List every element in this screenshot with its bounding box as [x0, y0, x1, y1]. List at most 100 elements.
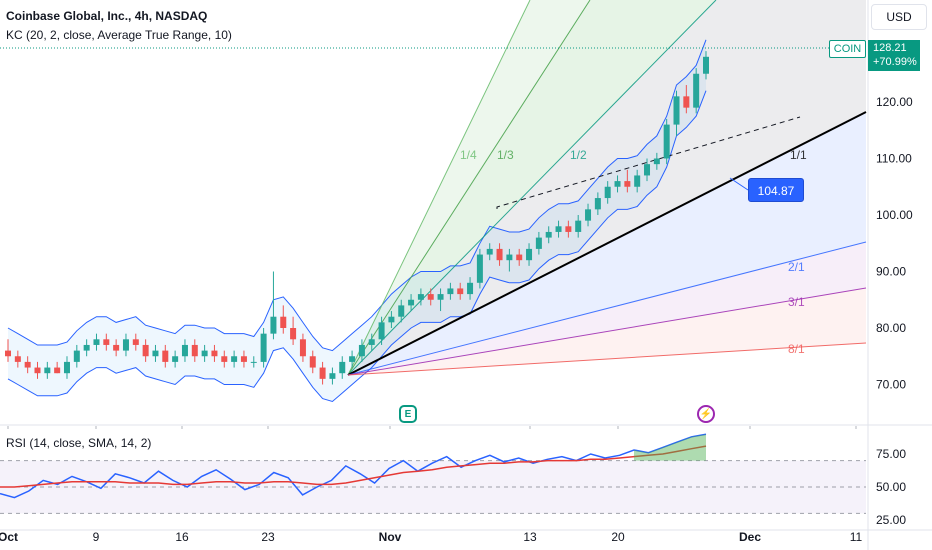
candle-body-39: [388, 316, 395, 323]
price-callout[interactable]: 104.87: [748, 178, 804, 202]
candle-body-52: [516, 254, 523, 261]
candle-body-59: [585, 209, 592, 221]
gann-label-0: 1/4: [460, 148, 477, 162]
candle-body-2: [24, 361, 31, 368]
gann-label-1: 1/3: [497, 148, 514, 162]
candle-body-8: [83, 344, 90, 351]
candle-body-12: [122, 339, 129, 351]
candle-body-7: [73, 350, 80, 362]
candle-body-30: [299, 339, 306, 357]
candle-body-70: [693, 73, 700, 108]
gann-label-3: 1/1: [790, 148, 807, 162]
candle-body-35: [349, 356, 356, 362]
candle-body-17: [172, 356, 179, 362]
candle-body-62: [614, 181, 621, 187]
callout-pointer: [729, 177, 749, 191]
gann-line-0: [347, 0, 531, 376]
candle-body-16: [162, 350, 169, 362]
gann-label-5: 3/1: [788, 295, 805, 309]
candle-body-13: [132, 339, 139, 345]
candle-body-10: [103, 339, 110, 345]
candle-body-5: [54, 367, 61, 374]
rsi-tick-1: 50.00: [876, 480, 906, 494]
candle-body-49: [486, 248, 493, 255]
time-tick-4: Nov: [379, 530, 402, 544]
dividend-icon[interactable]: ⚡: [697, 405, 715, 423]
candle-body-29: [290, 328, 297, 340]
candle-body-40: [398, 305, 405, 317]
candle-body-46: [457, 288, 464, 295]
candle-body-19: [191, 344, 198, 357]
candle-body-48: [476, 254, 483, 283]
candle-body-21: [211, 350, 218, 357]
candle-body-64: [634, 175, 641, 187]
gann-line-4: [347, 241, 867, 376]
gann-line-2: [347, 0, 717, 376]
candle-body-53: [526, 248, 533, 261]
gann-line-6: [347, 342, 867, 376]
symbol-tag: COIN: [829, 40, 866, 58]
rsi-tick-0: 75.00: [876, 447, 906, 461]
candle-body-56: [555, 226, 562, 232]
candle-body-51: [506, 254, 513, 261]
dashed-trendline: [496, 116, 801, 209]
candle-body-32: [319, 367, 326, 379]
candle-body-14: [142, 344, 149, 357]
price-tick-1: 120.00: [876, 95, 913, 109]
candle-body-50: [496, 248, 503, 261]
candle-body-68: [673, 96, 680, 125]
time-tick-1: 9: [93, 530, 100, 544]
last-change: +70.99%: [873, 56, 917, 68]
candle-body-71: [703, 56, 709, 74]
candle-body-23: [231, 356, 238, 362]
time-tick-5: 13: [523, 530, 537, 544]
price-tick-4: 90.00: [876, 265, 906, 279]
candle-body-18: [181, 344, 188, 357]
candle-body-31: [309, 356, 316, 368]
time-tick-7: Dec: [739, 530, 761, 544]
last-price-badge: 128.21 +70.99%: [868, 40, 920, 71]
candle-body-4: [44, 367, 51, 374]
candle-body-41: [408, 299, 415, 306]
gann-label-4: 2/1: [788, 260, 805, 274]
keltner-lower: [7, 90, 707, 403]
price-tick-6: 70.00: [876, 378, 906, 392]
time-tick-8: 11: [850, 530, 863, 544]
candle-body-1: [14, 356, 21, 362]
candle-body-28: [280, 316, 287, 328]
candle-body-66: [653, 158, 660, 165]
earnings-icon[interactable]: E: [399, 405, 417, 423]
gann-line-3: [347, 111, 867, 376]
indicator-label: KC (20, 2, close, Average True Range, 10…: [6, 28, 232, 42]
candle-body-61: [604, 186, 611, 199]
candle-body-54: [535, 237, 542, 249]
candle-body-67: [663, 124, 670, 159]
candle-body-36: [358, 344, 365, 357]
candle-body-42: [417, 294, 424, 300]
gann-line-1: [347, 0, 591, 376]
candle-body-47: [467, 282, 474, 295]
candle-body-9: [93, 339, 100, 345]
candle-body-24: [240, 356, 247, 362]
time-tick-3: 23: [261, 530, 275, 544]
candle-body-27: [270, 316, 277, 334]
candle-body-63: [624, 181, 631, 187]
currency-button[interactable]: USD: [871, 4, 927, 30]
rsi-tick-2: 25.00: [876, 513, 906, 527]
candle-body-11: [113, 344, 120, 351]
last-price: 128.21: [873, 42, 907, 54]
time-tick-0: Oct: [0, 530, 18, 544]
candle-body-55: [545, 231, 552, 238]
candle-body-33: [329, 373, 336, 379]
keltner-fill: [8, 39, 706, 402]
chart-title: Coinbase Global, Inc., 4h, NASDAQ: [6, 9, 208, 23]
candle-body-65: [644, 164, 651, 176]
candle-body-69: [683, 96, 690, 108]
candle-body-44: [437, 294, 444, 300]
price-tick-3: 100.00: [876, 208, 913, 222]
candle-body-34: [339, 361, 346, 374]
candle-body-38: [378, 322, 385, 340]
gann-label-2: 1/2: [570, 148, 587, 162]
candle-body-25: [250, 361, 257, 363]
